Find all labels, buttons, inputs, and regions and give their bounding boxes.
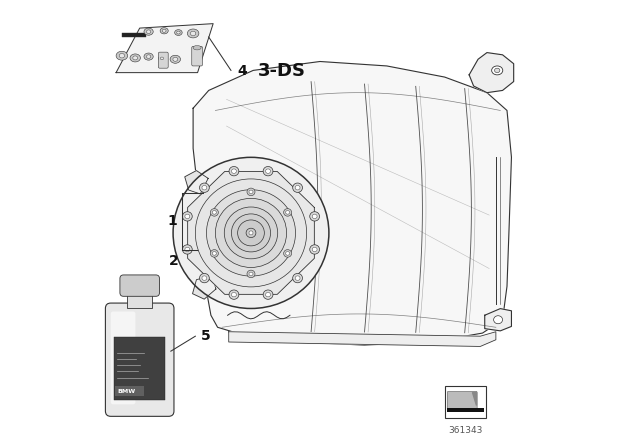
Ellipse shape <box>266 169 271 173</box>
Polygon shape <box>228 332 496 346</box>
Ellipse shape <box>200 183 209 192</box>
Ellipse shape <box>195 179 307 287</box>
Polygon shape <box>188 172 314 294</box>
Ellipse shape <box>493 316 502 324</box>
Ellipse shape <box>249 272 253 276</box>
Text: 2: 2 <box>169 254 179 267</box>
Ellipse shape <box>211 209 218 216</box>
Ellipse shape <box>292 273 303 283</box>
FancyBboxPatch shape <box>111 311 136 404</box>
Ellipse shape <box>232 214 271 252</box>
FancyBboxPatch shape <box>158 52 168 68</box>
Ellipse shape <box>175 30 182 35</box>
Ellipse shape <box>182 212 192 221</box>
FancyBboxPatch shape <box>192 46 202 66</box>
Ellipse shape <box>247 188 255 196</box>
Ellipse shape <box>246 228 256 237</box>
Ellipse shape <box>229 167 239 176</box>
Ellipse shape <box>295 276 300 280</box>
Ellipse shape <box>224 207 278 259</box>
Ellipse shape <box>185 214 190 219</box>
FancyBboxPatch shape <box>447 392 477 410</box>
Polygon shape <box>472 392 476 405</box>
Ellipse shape <box>147 55 151 58</box>
Ellipse shape <box>130 54 140 62</box>
Ellipse shape <box>185 247 190 252</box>
Ellipse shape <box>163 29 166 32</box>
Ellipse shape <box>173 157 329 309</box>
Ellipse shape <box>292 183 303 192</box>
Ellipse shape <box>495 68 500 73</box>
Polygon shape <box>193 276 216 299</box>
Ellipse shape <box>160 28 168 34</box>
Ellipse shape <box>119 53 125 58</box>
Ellipse shape <box>310 212 319 221</box>
Ellipse shape <box>144 28 153 35</box>
Ellipse shape <box>191 31 196 36</box>
Ellipse shape <box>284 209 292 216</box>
Bar <box>127 293 152 308</box>
Ellipse shape <box>216 198 287 267</box>
Bar <box>445 386 486 418</box>
Ellipse shape <box>212 211 216 214</box>
Ellipse shape <box>159 56 165 61</box>
Polygon shape <box>484 309 511 331</box>
Ellipse shape <box>161 57 164 60</box>
Ellipse shape <box>295 185 300 190</box>
Ellipse shape <box>249 190 253 194</box>
Text: 4: 4 <box>237 65 248 78</box>
Ellipse shape <box>182 245 192 254</box>
Ellipse shape <box>310 245 319 254</box>
Ellipse shape <box>232 169 236 173</box>
Ellipse shape <box>263 290 273 299</box>
Ellipse shape <box>188 29 199 38</box>
Ellipse shape <box>237 220 264 246</box>
Ellipse shape <box>312 247 317 252</box>
Ellipse shape <box>133 56 138 60</box>
FancyBboxPatch shape <box>106 303 174 416</box>
Ellipse shape <box>285 252 290 255</box>
Bar <box>115 337 165 400</box>
Text: 5: 5 <box>201 329 211 343</box>
Polygon shape <box>193 61 511 345</box>
Ellipse shape <box>229 290 239 299</box>
FancyBboxPatch shape <box>120 275 159 296</box>
Ellipse shape <box>144 53 153 60</box>
Ellipse shape <box>207 190 296 276</box>
Ellipse shape <box>177 31 180 34</box>
Text: BMW: BMW <box>117 388 136 393</box>
Bar <box>447 408 484 412</box>
Ellipse shape <box>202 185 207 190</box>
Polygon shape <box>185 171 208 194</box>
Ellipse shape <box>492 66 503 75</box>
Ellipse shape <box>247 270 255 278</box>
Ellipse shape <box>285 211 290 214</box>
Ellipse shape <box>212 252 216 255</box>
Ellipse shape <box>232 293 236 297</box>
Ellipse shape <box>266 293 271 297</box>
Polygon shape <box>116 24 213 73</box>
Ellipse shape <box>173 57 178 61</box>
Ellipse shape <box>312 214 317 219</box>
Bar <box>115 386 144 396</box>
Text: 361343: 361343 <box>448 426 483 435</box>
Text: 1: 1 <box>168 214 177 228</box>
Text: 3-DS: 3-DS <box>258 62 306 80</box>
Ellipse shape <box>249 231 253 235</box>
Ellipse shape <box>200 273 209 283</box>
Ellipse shape <box>116 51 127 60</box>
Ellipse shape <box>193 45 201 50</box>
Ellipse shape <box>263 167 273 176</box>
Ellipse shape <box>147 30 151 34</box>
Polygon shape <box>469 52 514 93</box>
Ellipse shape <box>170 55 180 63</box>
Ellipse shape <box>202 276 207 280</box>
Ellipse shape <box>211 250 218 257</box>
Ellipse shape <box>284 250 292 257</box>
Bar <box>122 33 147 37</box>
